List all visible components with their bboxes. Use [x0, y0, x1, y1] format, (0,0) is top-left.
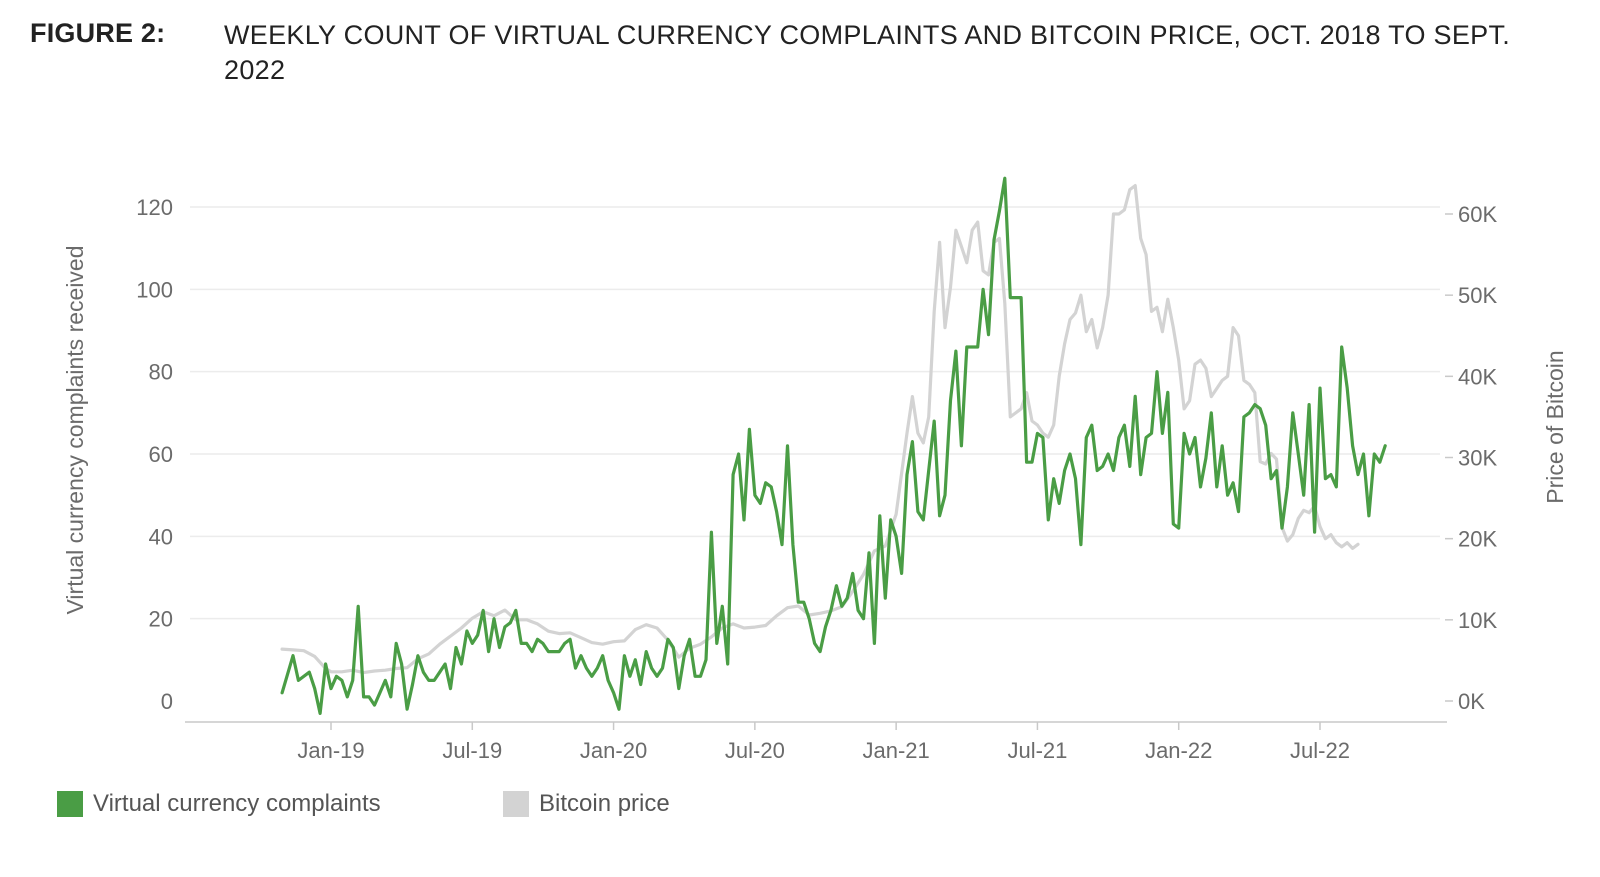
right-axis: 0K 10K 20K 30K 40K 50K 60K [1445, 202, 1497, 714]
y-right-tick-label: 10K [1458, 608, 1497, 633]
chart-title: WEEKLY COUNT OF VIRTUAL CURRENCY COMPLAI… [224, 20, 1511, 85]
y-left-tick-label: 0 [161, 689, 173, 714]
y-left-tick-label: 20 [149, 607, 173, 632]
x-tick-label: Jan-22 [1145, 738, 1212, 763]
x-tick-label: Jan-20 [580, 738, 647, 763]
y-right-tick-label: 20K [1458, 527, 1497, 552]
y-left-tick-label: 40 [149, 524, 173, 549]
figure-label: FIGURE 2: [30, 18, 166, 48]
complaints-series-line [280, 176, 1387, 715]
y-right-tick-label: 40K [1458, 364, 1497, 389]
y-left-tick-label: 60 [149, 442, 173, 467]
legend-label-bitcoin: Bitcoin price [539, 790, 670, 817]
legend-label-complaints: Virtual currency complaints [93, 790, 381, 817]
x-axis: Jan-19 Jul-19 Jan-20 Jul-20 Jan-21 Jul-21 Jan-… [185, 721, 1447, 763]
bitcoin-series-line [280, 184, 1360, 675]
y-left-tick-label: 80 [149, 360, 173, 385]
x-tick-label: Jul-21 [1007, 738, 1067, 763]
y-right-tick-label: 50K [1458, 283, 1497, 308]
y-left-tick-label: 120 [136, 195, 173, 220]
y-axis-left-title: Virtual currency complaints received [62, 245, 88, 614]
gridlines [190, 206, 1440, 620]
x-tick-label: Jul-20 [725, 738, 785, 763]
legend-complaints: Virtual currency complaints [57, 790, 381, 818]
y-axis-right-title: Price of Bitcoin [1542, 350, 1568, 503]
x-tick-label: Jan-21 [863, 738, 930, 763]
y-right-tick-label: 0K [1458, 689, 1485, 714]
series-lines [280, 176, 1387, 715]
legend-swatch-bitcoin [503, 791, 529, 817]
left-axis: 0 20 40 60 80 100 120 [136, 195, 173, 714]
legend-bitcoin: Bitcoin price [503, 790, 670, 818]
x-tick-label: Jan-19 [297, 738, 364, 763]
y-right-tick-label: 30K [1458, 446, 1497, 471]
legend-swatch-complaints [57, 791, 83, 817]
y-left-tick-label: 100 [136, 277, 173, 302]
x-tick-label: Jul-19 [442, 738, 502, 763]
x-tick-label: Jul-22 [1290, 738, 1350, 763]
y-right-tick-label: 60K [1458, 202, 1497, 227]
